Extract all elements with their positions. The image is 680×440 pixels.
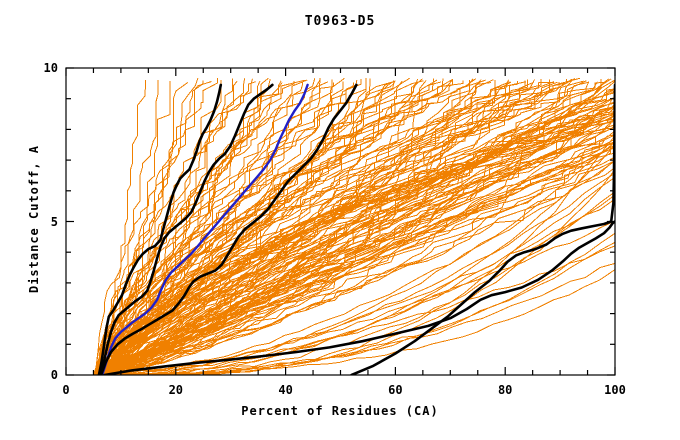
x-tick-100: 100 [604,383,626,397]
page-title: T0963-D5 [304,14,376,29]
x-tick-40: 40 [278,383,293,397]
x-tick-80: 80 [497,383,513,397]
x-axis-label: Percent of Residues (CA) [241,404,439,418]
highlight-curves [97,83,615,375]
ensemble-curves [93,77,615,375]
y-tick-10: 10 [43,61,58,75]
x-tick-0: 0 [62,383,70,397]
x-tick-60: 60 [388,383,403,397]
axes [65,67,616,376]
y-tick-5: 5 [50,214,58,229]
y-tick-0: 0 [50,368,58,382]
x-tick-20: 20 [168,383,184,397]
